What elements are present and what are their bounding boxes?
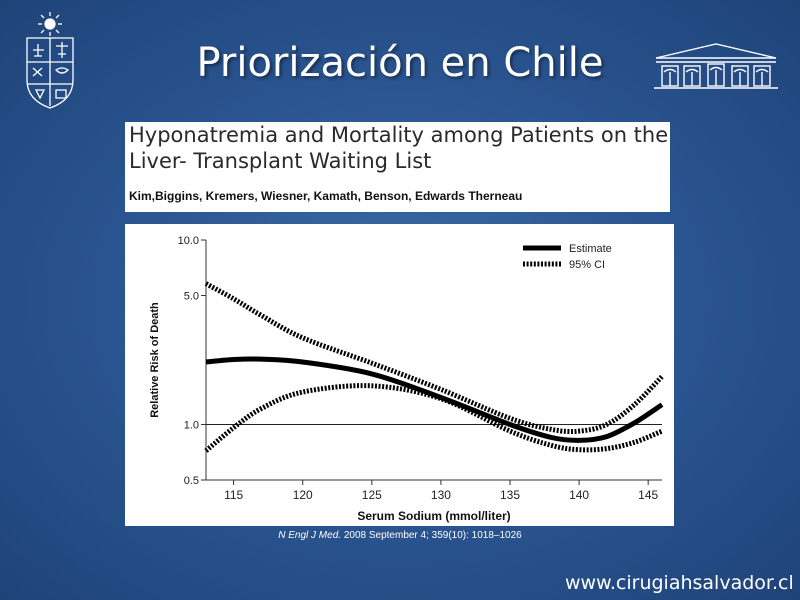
paper-title: Hyponatremia and Mortality among Patient… <box>129 122 669 174</box>
citation-journal: N Engl J Med. <box>278 530 342 541</box>
x-tick-label: 145 <box>638 488 658 502</box>
website-url: www.cirugiahsalvador.cl <box>565 572 794 594</box>
x-tick-label: 140 <box>569 488 589 502</box>
paper-header: Hyponatremia and Mortality among Patient… <box>125 122 670 212</box>
x-tick-label: 120 <box>293 488 313 502</box>
y-tick-label: 10.0 <box>178 235 199 247</box>
x-tick-label: 125 <box>362 488 382 502</box>
legend-estimate-label: Estimate <box>569 243 612 255</box>
paper-authors: Kim,Biggins, Kremers, Wiesner, Kamath, B… <box>129 189 523 203</box>
x-axis-label: Serum Sodium (mmol/liter) <box>357 509 510 523</box>
ci-line <box>204 281 664 435</box>
chart-panel: 10.0 5.0 1.0 0.5 115 120 125 130 135 140 145 Serum … <box>125 224 674 526</box>
paper-title-line-1: Hyponatremia and Mortality among Patient… <box>129 123 669 147</box>
citation: N Engl J Med. 2008 September 4; 359(10):… <box>0 530 800 541</box>
y-axis-label: Relative Risk of Death <box>149 302 161 418</box>
y-tick-label: 1.0 <box>184 419 199 431</box>
paper-title-line-2: Liver- Transplant Waiting List <box>129 149 432 173</box>
y-tick-label: 5.0 <box>184 291 199 303</box>
ci-line <box>204 383 663 453</box>
y-tick-label: 0.5 <box>184 475 199 487</box>
mortality-chart: 10.0 5.0 1.0 0.5 115 120 125 130 135 140 145 Serum … <box>149 235 664 523</box>
x-tick-label: 115 <box>224 488 243 502</box>
hospital-logo <box>654 43 778 89</box>
legend-ci-label: 95% CI <box>569 259 605 271</box>
x-tick-label: 135 <box>500 488 520 502</box>
x-tick-label: 130 <box>431 488 451 502</box>
slide-title: Priorización en Chile <box>196 40 604 86</box>
estimate-line <box>205 356 664 443</box>
university-logo <box>26 12 74 109</box>
citation-details: 2008 September 4; 359(10): 1018–1026 <box>341 530 522 541</box>
